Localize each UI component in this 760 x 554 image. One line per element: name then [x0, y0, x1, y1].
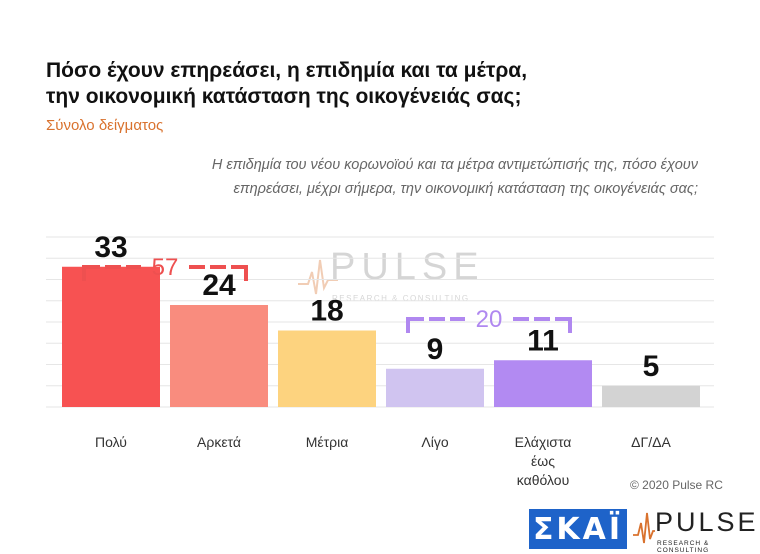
copyright-text: © 2020 Pulse RC [630, 478, 723, 492]
bar-3 [386, 368, 484, 407]
group-total-label-0: 57 [152, 254, 179, 281]
category-label-0: Πολύ [95, 434, 127, 450]
category-label-4-line-0: Ελάχιστα [515, 434, 572, 450]
survey-question-line-2: επηρεάσει, μέχρι σήμερα, την οικονομική … [233, 181, 699, 197]
value-label-3: 9 [427, 333, 444, 366]
category-label-3: Λίγο [421, 434, 448, 450]
pulse-wave-icon [298, 259, 338, 295]
category-label-4-line-1: έως [531, 453, 555, 469]
chart-title: Πόσο έχουν επηρεάσει, η επιδημία και τα … [46, 58, 706, 110]
chart-title-line-1: Πόσο έχουν επηρεάσει, η επιδημία και τα … [46, 59, 528, 82]
category-label-4-line-2: καθόλου [517, 472, 569, 488]
watermark-name: PULSE [330, 246, 485, 288]
category-label-1: Αρκετά [197, 434, 241, 450]
pulse-logo-tagline: RESEARCH & CONSULTING [657, 540, 710, 554]
pulse-watermark: PULSE RESEARCH & CONSULTING [298, 246, 479, 308]
bar-4 [494, 360, 592, 407]
survey-question-line-1: Η επιδημία του νέου κορωνοϊού και τα μέτ… [211, 157, 698, 173]
bar-0 [62, 266, 160, 407]
pulse-logo-wave-icon [633, 512, 655, 544]
category-label-5: ΔΓ/ΔΑ [631, 434, 671, 450]
value-label-5: 5 [643, 350, 660, 383]
value-label-0: 33 [94, 231, 127, 264]
survey-question: Η επιδημία του νέου κορωνοϊού και τα μέτ… [98, 153, 698, 201]
chart-subtitle: Σύνολο δείγματος [46, 117, 164, 134]
watermark-tagline: RESEARCH & CONSULTING [332, 294, 470, 303]
chart-title-line-2: την οικονομική κατάσταση της οικογένειάς… [46, 85, 522, 108]
pulse-logo: PULSE RESEARCH & CONSULTING [633, 507, 756, 554]
group-total-label-1: 20 [476, 306, 503, 333]
bar-2 [278, 330, 376, 407]
bar-1 [170, 305, 268, 407]
value-label-1: 24 [202, 269, 236, 302]
value-label-2: 18 [310, 295, 343, 328]
category-label-2: Μέτρια [306, 434, 349, 450]
bar-5 [602, 385, 700, 407]
skai-logo: ΣΚΑΪ [529, 509, 627, 549]
value-label-4: 11 [527, 324, 559, 357]
pulse-logo-name: PULSE [655, 507, 759, 537]
